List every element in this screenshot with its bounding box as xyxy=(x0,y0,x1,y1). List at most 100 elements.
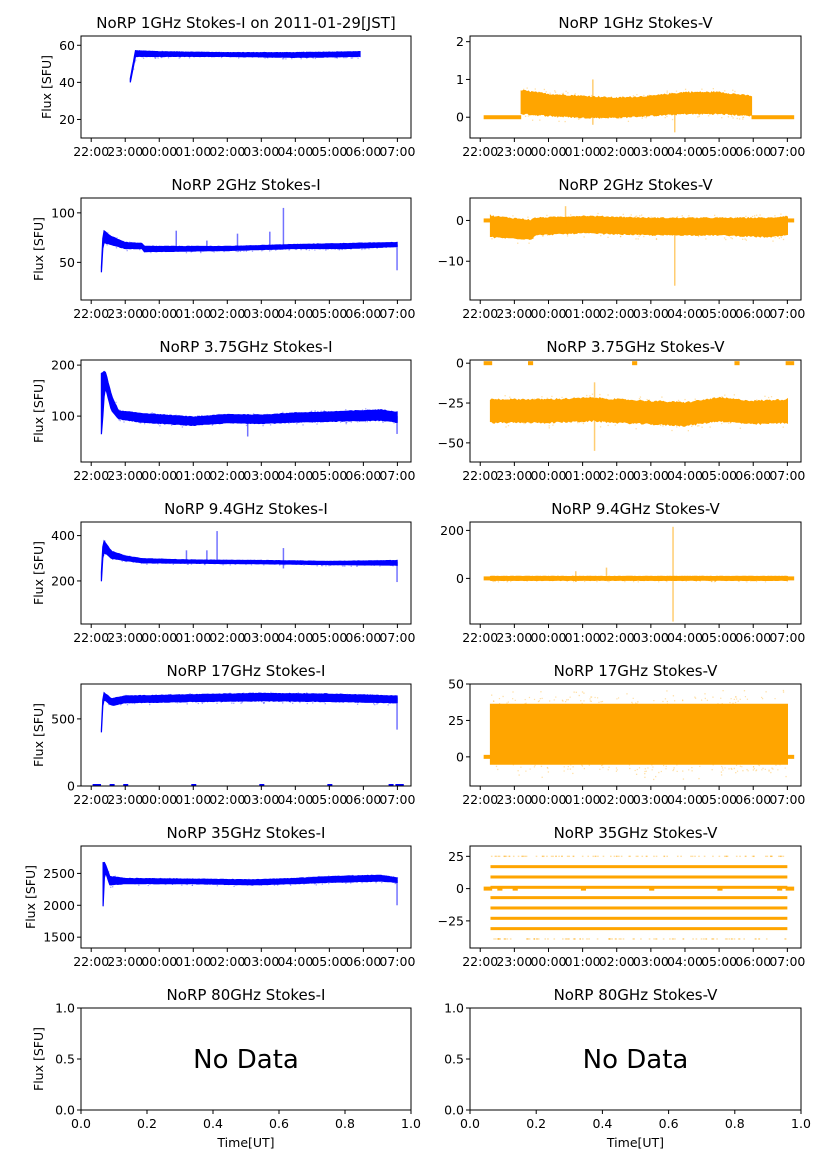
data-point xyxy=(289,701,292,703)
data-point xyxy=(578,117,581,120)
x-tick-label: 1.0 xyxy=(401,1116,421,1131)
data-point xyxy=(154,57,156,59)
data-point xyxy=(159,877,162,880)
data-point xyxy=(730,767,732,770)
data-point xyxy=(764,855,767,858)
data-point xyxy=(171,883,174,885)
data-point xyxy=(288,560,290,562)
data-point xyxy=(644,776,646,778)
x-tick-label: 03:00 xyxy=(243,144,279,159)
data-point xyxy=(120,704,122,706)
subplot-1ghz-v: NoRP 1GHz Stokes-V22:0023:0000:0001:0002… xyxy=(456,14,805,159)
data-point xyxy=(241,879,243,881)
data-point xyxy=(310,410,313,412)
data-point xyxy=(755,770,757,772)
data-point xyxy=(114,875,116,877)
data-point xyxy=(714,580,717,582)
data-point xyxy=(132,561,134,563)
data-point xyxy=(546,214,548,217)
data-point xyxy=(561,699,564,701)
data-point xyxy=(563,766,565,768)
x-tick-label: 01:00 xyxy=(565,306,601,321)
data-point xyxy=(553,699,555,701)
x-tick-label: 03:00 xyxy=(633,144,669,159)
data-point xyxy=(181,884,183,886)
data-point xyxy=(131,242,133,244)
data-point xyxy=(126,704,129,706)
x-tick-label: 04:00 xyxy=(277,792,313,807)
y-tick-label: −10 xyxy=(438,254,464,269)
data-point xyxy=(276,560,278,563)
data-point xyxy=(144,50,147,52)
data-point xyxy=(135,59,137,61)
data-point xyxy=(320,564,323,566)
data-point xyxy=(742,770,744,772)
data-point xyxy=(589,700,591,702)
data-point xyxy=(730,237,732,239)
data-point xyxy=(492,700,495,702)
data-point xyxy=(328,561,330,563)
data-point xyxy=(582,397,584,399)
data-point xyxy=(672,938,675,940)
data-point xyxy=(589,698,591,700)
data-point xyxy=(637,855,639,858)
x-tick-label: 23:00 xyxy=(496,306,532,321)
data-point xyxy=(534,88,536,90)
data-point xyxy=(771,767,773,769)
data-point xyxy=(602,855,605,858)
data-point xyxy=(701,426,703,428)
data-point xyxy=(382,420,384,422)
x-tick-label: 06:00 xyxy=(345,954,381,969)
data-point xyxy=(119,409,121,411)
data-point xyxy=(128,241,131,243)
data-point xyxy=(122,696,124,698)
data-point xyxy=(629,767,631,770)
data-point xyxy=(338,411,340,413)
data-point xyxy=(689,217,691,219)
data-point xyxy=(260,884,263,886)
data-point xyxy=(341,248,343,251)
data-point xyxy=(577,421,579,424)
subplot-title: NoRP 1GHz Stokes-V xyxy=(558,14,713,32)
data-point xyxy=(737,938,740,940)
x-tick-label: 05:00 xyxy=(311,630,347,645)
x-tick-label: 06:00 xyxy=(345,144,381,159)
data-point xyxy=(302,424,304,426)
data-point xyxy=(739,765,741,767)
data-point xyxy=(744,855,747,858)
data-point xyxy=(268,52,270,54)
data-point xyxy=(673,767,675,769)
zero-level-mark xyxy=(259,784,265,786)
data-point xyxy=(682,700,684,702)
data-point xyxy=(518,774,520,776)
data-point xyxy=(314,693,316,695)
data-point xyxy=(269,424,272,426)
x-tick-label: 00:00 xyxy=(530,306,566,321)
data-point xyxy=(534,764,536,767)
data-point xyxy=(526,938,529,940)
zero-baseline-segment xyxy=(483,754,491,759)
x-tick-label: 04:00 xyxy=(667,792,703,807)
x-tick-label: 06:00 xyxy=(735,792,771,807)
data-point xyxy=(265,560,267,562)
data-point xyxy=(680,855,682,858)
data-point xyxy=(151,412,153,414)
data-point xyxy=(581,691,584,693)
data-level-line xyxy=(490,896,788,900)
data-point xyxy=(676,770,678,773)
data-point xyxy=(651,764,653,766)
x-tick-label: 22:00 xyxy=(462,630,498,645)
data-point xyxy=(266,413,268,416)
y-tick-label: 1.0 xyxy=(55,1001,75,1016)
data-point xyxy=(153,558,156,560)
x-tick-label: 22:00 xyxy=(73,468,109,483)
data-point xyxy=(252,879,254,881)
data-point xyxy=(696,425,699,427)
data-point xyxy=(349,875,352,878)
data-point xyxy=(269,52,271,54)
data-point xyxy=(145,413,147,415)
data-point xyxy=(193,52,195,54)
data-point xyxy=(219,560,222,562)
subplot-80ghz-i: NoRP 80GHz Stokes-I 0.0 0.2 0.4 0.6 0.8 1.0 0.0… xyxy=(31,986,421,1150)
data-point xyxy=(392,565,394,567)
